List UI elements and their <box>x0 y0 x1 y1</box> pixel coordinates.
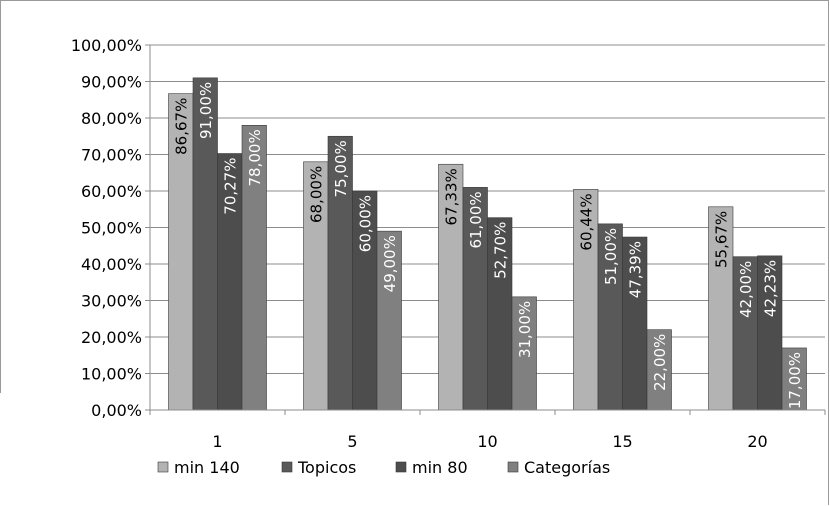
axes <box>145 44 826 415</box>
x-tick-label: 20 <box>747 432 767 451</box>
data-label: 51,00% <box>602 228 620 285</box>
bars <box>168 77 807 411</box>
data-label: 60,44% <box>577 193 595 250</box>
data-label: 17,00% <box>786 352 804 409</box>
data-labels: 86,67% 68,00% 67,33% 60,44% 55,67% 91,00% 75,0… <box>172 82 804 409</box>
bar <box>708 206 734 411</box>
bar <box>511 296 537 411</box>
bar <box>597 223 623 411</box>
y-axis-ticks: 0,00% 10,00% 20,00% 30,00% 40,00% 50,00% 60,00… <box>71 36 142 420</box>
bar <box>757 255 783 411</box>
bar <box>487 217 513 411</box>
legend-swatch <box>507 461 519 473</box>
data-label: 67,33% <box>442 168 460 225</box>
data-label: 68,00% <box>307 166 325 223</box>
y-tick-label: 20,00% <box>81 328 142 347</box>
bar <box>573 189 599 411</box>
y-tick-label: 30,00% <box>81 292 142 311</box>
data-label: 22,00% <box>651 334 669 391</box>
legend: min 140 Topicos min 80 Categorías <box>157 458 610 477</box>
bar <box>327 135 353 411</box>
y-tick-label: 40,00% <box>81 255 142 274</box>
data-label: 70,27% <box>221 158 239 215</box>
data-label: 75,00% <box>332 140 350 197</box>
bar <box>168 93 194 411</box>
legend-label: min 80 <box>412 458 468 477</box>
data-label: 42,00% <box>737 261 755 318</box>
bar <box>241 125 267 411</box>
x-tick-label: 5 <box>347 432 357 451</box>
data-label: 78,00% <box>246 129 264 186</box>
legend-swatch <box>157 461 169 473</box>
data-label: 49,00% <box>381 235 399 292</box>
y-tick-label: 0,00% <box>91 401 142 420</box>
data-label: 61,00% <box>467 191 485 248</box>
x-tick-label: 1 <box>212 432 222 451</box>
x-tick-label: 15 <box>612 432 632 451</box>
bar <box>303 161 329 411</box>
data-label: 31,00% <box>516 301 534 358</box>
y-tick-label: 70,00% <box>81 146 142 165</box>
bar <box>192 77 218 411</box>
y-tick-label: 90,00% <box>81 73 142 92</box>
bar <box>646 329 672 411</box>
x-tick-label: 10 <box>477 432 497 451</box>
bar <box>781 347 807 411</box>
data-label: 60,00% <box>356 195 374 252</box>
bar <box>732 256 758 411</box>
legend-label: Categorías <box>524 458 610 477</box>
data-label: 86,67% <box>172 98 190 155</box>
data-label: 91,00% <box>197 82 215 139</box>
legend-swatch <box>395 461 407 473</box>
data-label: 47,39% <box>626 241 644 298</box>
bar <box>438 163 464 411</box>
bar <box>376 230 402 411</box>
data-label: 52,70% <box>491 222 509 279</box>
data-label: 42,23% <box>761 260 779 317</box>
bar <box>622 236 648 411</box>
y-tick-label: 60,00% <box>81 182 142 201</box>
bar <box>217 153 243 411</box>
frame-left-edge <box>0 1 1 393</box>
y-tick-label: 100,00% <box>71 36 142 55</box>
y-tick-label: 50,00% <box>81 219 142 238</box>
legend-label: min 140 <box>174 458 240 477</box>
y-tick-label: 80,00% <box>81 109 142 128</box>
y-tick-label: 10,00% <box>81 365 142 384</box>
legend-swatch <box>281 461 293 473</box>
x-axis-ticks: 1 5 10 15 20 <box>212 432 767 451</box>
bar <box>352 190 378 411</box>
legend-label: Topicos <box>297 458 356 477</box>
data-label: 55,67% <box>712 211 730 268</box>
